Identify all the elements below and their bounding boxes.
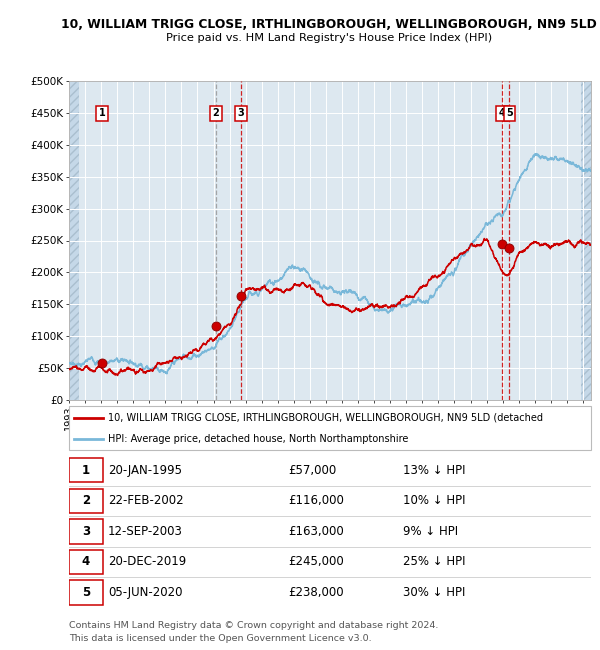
Text: £238,000: £238,000	[288, 586, 344, 599]
Text: 10, WILLIAM TRIGG CLOSE, IRTHLINGBOROUGH, WELLINGBOROUGH, NN9 5LD: 10, WILLIAM TRIGG CLOSE, IRTHLINGBOROUGH…	[61, 18, 596, 31]
Text: Contains HM Land Registry data © Crown copyright and database right 2024.: Contains HM Land Registry data © Crown c…	[69, 621, 439, 630]
Text: 1: 1	[82, 464, 90, 477]
FancyBboxPatch shape	[69, 519, 103, 543]
Text: 4: 4	[82, 555, 90, 568]
Text: 10, WILLIAM TRIGG CLOSE, IRTHLINGBOROUGH, WELLINGBOROUGH, NN9 5LD (detached: 10, WILLIAM TRIGG CLOSE, IRTHLINGBOROUGH…	[108, 413, 543, 423]
FancyBboxPatch shape	[69, 550, 103, 574]
Text: This data is licensed under the Open Government Licence v3.0.: This data is licensed under the Open Gov…	[69, 634, 371, 643]
Text: £163,000: £163,000	[288, 525, 344, 538]
Text: 1: 1	[98, 108, 106, 118]
Text: £57,000: £57,000	[288, 464, 337, 477]
FancyBboxPatch shape	[69, 489, 103, 513]
Text: 20-JAN-1995: 20-JAN-1995	[108, 464, 182, 477]
Text: 2: 2	[82, 494, 90, 507]
FancyBboxPatch shape	[69, 580, 103, 605]
Text: 4: 4	[499, 108, 506, 118]
Text: 05-JUN-2020: 05-JUN-2020	[108, 586, 182, 599]
Text: 13% ↓ HPI: 13% ↓ HPI	[403, 464, 466, 477]
FancyBboxPatch shape	[69, 406, 591, 450]
FancyBboxPatch shape	[69, 458, 103, 482]
Text: 9% ↓ HPI: 9% ↓ HPI	[403, 525, 458, 538]
Text: Price paid vs. HM Land Registry's House Price Index (HPI): Price paid vs. HM Land Registry's House …	[166, 32, 492, 43]
Text: £245,000: £245,000	[288, 555, 344, 568]
Text: 20-DEC-2019: 20-DEC-2019	[108, 555, 187, 568]
Text: 5: 5	[82, 586, 90, 599]
Text: £116,000: £116,000	[288, 494, 344, 507]
Text: 5: 5	[506, 108, 513, 118]
Text: 10% ↓ HPI: 10% ↓ HPI	[403, 494, 466, 507]
Text: 3: 3	[82, 525, 90, 538]
Text: 25% ↓ HPI: 25% ↓ HPI	[403, 555, 466, 568]
Text: 30% ↓ HPI: 30% ↓ HPI	[403, 586, 466, 599]
Text: 2: 2	[212, 108, 219, 118]
Text: HPI: Average price, detached house, North Northamptonshire: HPI: Average price, detached house, Nort…	[108, 434, 409, 444]
Text: 12-SEP-2003: 12-SEP-2003	[108, 525, 183, 538]
Text: 3: 3	[238, 108, 244, 118]
Text: 22-FEB-2002: 22-FEB-2002	[108, 494, 184, 507]
